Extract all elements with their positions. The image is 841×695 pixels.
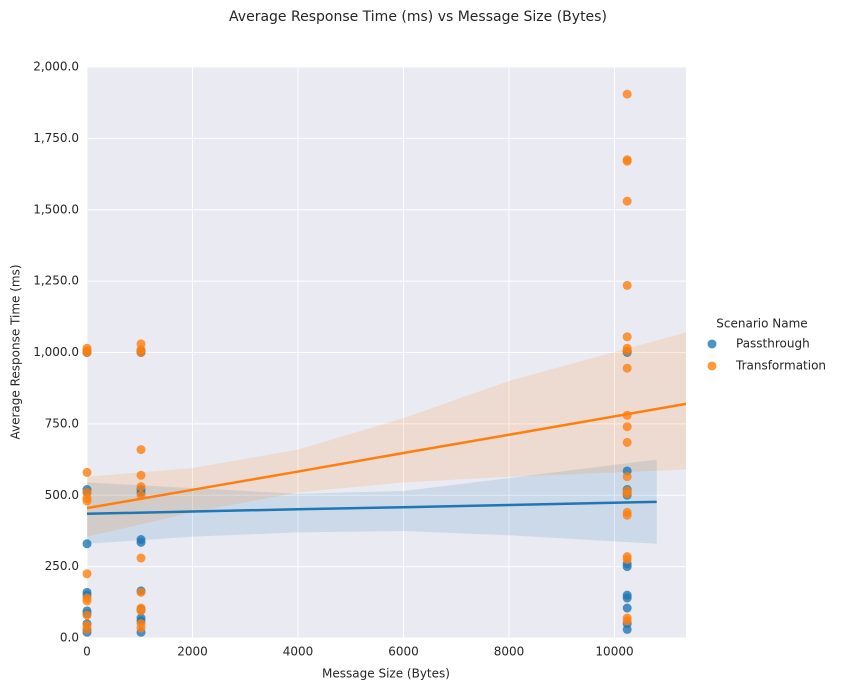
data-point <box>622 346 632 356</box>
data-point <box>622 280 632 290</box>
legend-label: Transformation <box>735 359 826 373</box>
y-tick-label: 1,250.0 <box>33 274 79 288</box>
x-tick-label: 10000 <box>595 645 633 659</box>
data-point <box>622 156 632 166</box>
data-point <box>136 482 146 492</box>
data-point <box>136 606 146 616</box>
data-point <box>136 445 146 455</box>
y-tick-label: 1,500.0 <box>33 202 79 216</box>
y-axis-label: Average Response Time (ms) <box>9 264 23 439</box>
y-tick-label: 250.0 <box>45 559 79 573</box>
legend-label: Passthrough <box>736 337 810 351</box>
data-point <box>622 363 632 373</box>
data-point <box>82 610 92 620</box>
data-point <box>622 489 632 499</box>
data-point <box>622 554 632 564</box>
data-point <box>136 623 146 633</box>
data-point <box>622 603 632 613</box>
data-point <box>136 348 146 357</box>
data-point <box>622 624 632 634</box>
legend-marker <box>707 339 717 349</box>
data-point <box>136 553 146 563</box>
regression-line <box>86 500 657 516</box>
x-tick-label: 8000 <box>494 645 525 659</box>
confidence-band <box>87 459 657 544</box>
data-point <box>136 587 146 597</box>
data-point <box>82 496 92 506</box>
x-tick-label: 2000 <box>177 645 208 659</box>
data-point <box>82 539 92 549</box>
data-point <box>82 596 92 606</box>
y-tick-label: 0.0 <box>60 631 79 645</box>
data-point <box>622 437 632 447</box>
legend-title: Scenario Name <box>716 317 807 331</box>
y-tick-label: 2,000.0 <box>33 60 79 74</box>
data-point <box>622 510 632 520</box>
data-point <box>136 470 146 480</box>
x-tick-label: 0 <box>83 645 91 659</box>
regression-line <box>86 402 687 510</box>
y-tick-label: 1,000.0 <box>33 345 79 359</box>
data-point <box>622 593 632 603</box>
data-point <box>622 422 632 432</box>
y-tick-label: 1,750.0 <box>33 131 79 145</box>
data-point <box>136 537 146 547</box>
data-point <box>82 624 92 634</box>
x-axis-label: Message Size (Bytes) <box>322 667 450 681</box>
data-point <box>82 348 92 357</box>
x-tick-label: 6000 <box>388 645 419 659</box>
data-point <box>82 569 92 579</box>
legend-marker <box>707 361 717 371</box>
y-tick-label: 750.0 <box>45 416 79 430</box>
data-point <box>622 332 632 342</box>
confidence-band <box>87 332 686 537</box>
y-tick-label: 500.0 <box>45 488 79 502</box>
data-point <box>622 196 632 206</box>
data-point <box>622 89 632 99</box>
chart-title: Average Response Time (ms) vs Message Si… <box>229 9 607 25</box>
data-point <box>622 562 632 572</box>
data-point <box>622 616 632 626</box>
data-point <box>82 467 92 477</box>
x-tick-label: 4000 <box>283 645 314 659</box>
data-point <box>622 472 632 482</box>
